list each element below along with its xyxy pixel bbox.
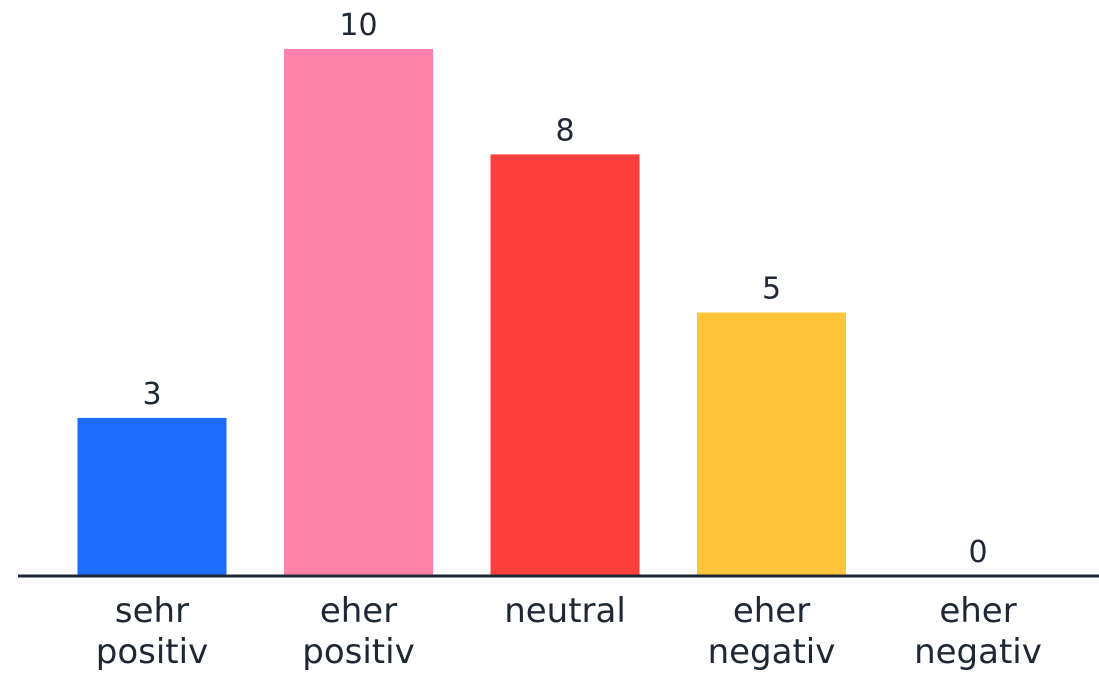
bar-1 [284, 49, 433, 576]
bar-3 [697, 312, 846, 576]
bars-layer [77, 49, 846, 576]
category-label-0-line-0: sehr [115, 591, 189, 631]
category-label-0-line-1: positiv [96, 632, 208, 672]
value-labels-layer: 3 10 8 5 0 [142, 8, 987, 570]
category-label-1-line-1: positiv [302, 632, 414, 672]
value-label-0: 3 [142, 377, 161, 412]
value-label-2: 8 [555, 113, 574, 148]
bar-0 [77, 417, 227, 576]
value-label-4: 0 [968, 535, 987, 570]
category-label-4-line-1: negativ [914, 632, 1042, 672]
value-label-3: 5 [762, 272, 781, 307]
value-label-1: 10 [339, 8, 377, 43]
category-label-4-line-0: eher [939, 591, 1016, 631]
category-label-3-line-0: eher [733, 591, 810, 631]
bar-2 [490, 154, 640, 576]
category-label-1-line-0: eher [320, 591, 397, 631]
category-label-3-line-1: negativ [708, 632, 836, 672]
category-label-2-line-0: neutral [504, 591, 626, 631]
